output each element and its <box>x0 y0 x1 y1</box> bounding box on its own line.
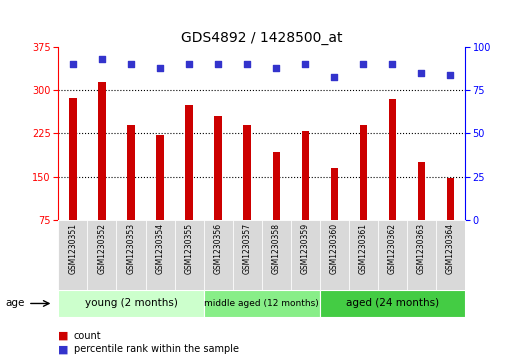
Bar <box>348 220 378 290</box>
Bar <box>185 105 193 263</box>
Bar <box>58 220 87 290</box>
Text: GSM1230358: GSM1230358 <box>272 223 280 274</box>
Point <box>301 61 309 67</box>
Text: GSM1230356: GSM1230356 <box>213 223 223 274</box>
Point <box>359 61 367 67</box>
Text: GSM1230361: GSM1230361 <box>359 223 368 274</box>
Bar <box>69 98 77 263</box>
Point <box>330 74 338 79</box>
Bar <box>418 162 425 263</box>
Text: GSM1230360: GSM1230360 <box>330 223 339 274</box>
Point <box>98 56 106 62</box>
Text: GSM1230362: GSM1230362 <box>388 223 397 274</box>
Text: young (2 months): young (2 months) <box>84 298 177 309</box>
Bar <box>407 220 436 290</box>
Point <box>214 61 222 67</box>
Bar <box>204 220 233 290</box>
Bar <box>145 220 175 290</box>
Point <box>388 61 396 67</box>
Text: GSM1230357: GSM1230357 <box>243 223 251 274</box>
Text: count: count <box>74 331 101 341</box>
Bar <box>214 116 221 263</box>
Bar <box>302 131 309 263</box>
Bar <box>378 220 407 290</box>
Bar <box>243 125 251 263</box>
Bar <box>389 99 396 263</box>
Bar <box>331 168 338 263</box>
Text: GSM1230355: GSM1230355 <box>184 223 194 274</box>
Point <box>417 70 425 76</box>
Text: GSM1230364: GSM1230364 <box>446 223 455 274</box>
Bar <box>436 220 465 290</box>
Bar <box>233 220 262 290</box>
Point <box>156 65 164 71</box>
Bar <box>99 82 106 263</box>
Bar <box>116 220 145 290</box>
Bar <box>175 220 204 290</box>
Bar <box>128 125 135 263</box>
Title: GDS4892 / 1428500_at: GDS4892 / 1428500_at <box>181 31 342 45</box>
Bar <box>291 220 320 290</box>
Bar <box>204 290 320 317</box>
Text: GSM1230353: GSM1230353 <box>126 223 136 274</box>
Text: age: age <box>5 298 24 309</box>
Bar <box>262 220 291 290</box>
Bar <box>272 152 280 263</box>
Point <box>69 61 77 67</box>
Bar <box>320 220 348 290</box>
Point <box>272 65 280 71</box>
Point <box>243 61 251 67</box>
Text: GSM1230352: GSM1230352 <box>98 223 107 274</box>
Text: ■: ■ <box>58 331 69 341</box>
Bar <box>320 290 465 317</box>
Point <box>446 72 454 78</box>
Text: GSM1230351: GSM1230351 <box>69 223 77 274</box>
Text: middle aged (12 months): middle aged (12 months) <box>204 299 319 308</box>
Text: GSM1230354: GSM1230354 <box>155 223 165 274</box>
Bar <box>156 135 164 263</box>
Point <box>185 61 193 67</box>
Text: ■: ■ <box>58 344 69 354</box>
Text: aged (24 months): aged (24 months) <box>345 298 439 309</box>
Bar <box>360 125 367 263</box>
Bar <box>58 290 204 317</box>
Text: percentile rank within the sample: percentile rank within the sample <box>74 344 239 354</box>
Point <box>127 61 135 67</box>
Bar <box>447 178 454 263</box>
Bar <box>87 220 116 290</box>
Text: GSM1230363: GSM1230363 <box>417 223 426 274</box>
Text: GSM1230359: GSM1230359 <box>301 223 310 274</box>
